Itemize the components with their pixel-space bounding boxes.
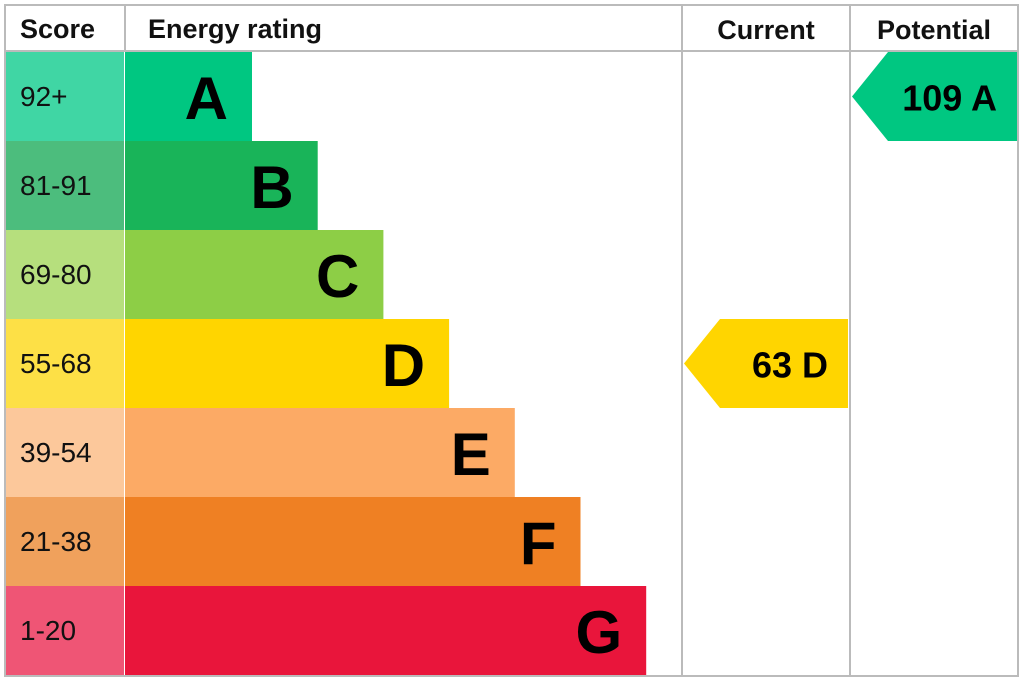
rating-letter: F [520,510,557,577]
rating-bar [125,586,647,675]
rating-bar [125,141,318,230]
score-cell [6,586,124,675]
rating-bar [125,408,515,497]
potential-label: 109 A [902,77,997,118]
header-rating: Energy rating [148,14,322,44]
score-cell [6,230,124,319]
rating-bar [125,230,384,319]
current-score: 63 [752,344,792,385]
score-range: 39-54 [20,437,92,468]
header-current: Current [717,15,815,45]
score-range: 92+ [20,81,68,112]
rating-letter: D [382,332,425,399]
current-arrow [684,319,848,408]
current-label: 63 D [752,344,828,385]
score-range: 21-38 [20,526,92,557]
score-cell [6,52,124,141]
rating-bar [125,319,450,408]
score-range: 55-68 [20,348,92,379]
score-cell [6,319,124,408]
potential-score: 109 [902,77,962,118]
rating-letter: C [316,243,359,310]
rating-letter: A [185,65,228,132]
score-range: 69-80 [20,259,92,290]
bands: 92+ A 81-91 B 69-80 C 55-68 D 39-54 E 21-38 F 1-20 G [6,52,647,675]
score-range: 1-20 [20,615,76,646]
header-score: Score [20,14,95,44]
score-range: 81-91 [20,170,92,201]
rating-letter: G [576,599,623,666]
rating-bar [125,497,581,586]
rating-letter: B [250,154,293,221]
score-cell [6,408,124,497]
score-cell [6,497,124,586]
current-rating: D [802,344,828,385]
score-cell [6,141,124,230]
rating-letter: E [451,421,491,488]
rating-bar [125,52,252,141]
potential-rating: A [971,77,997,118]
potential-arrow [852,52,1017,141]
header-potential: Potential [877,15,991,45]
